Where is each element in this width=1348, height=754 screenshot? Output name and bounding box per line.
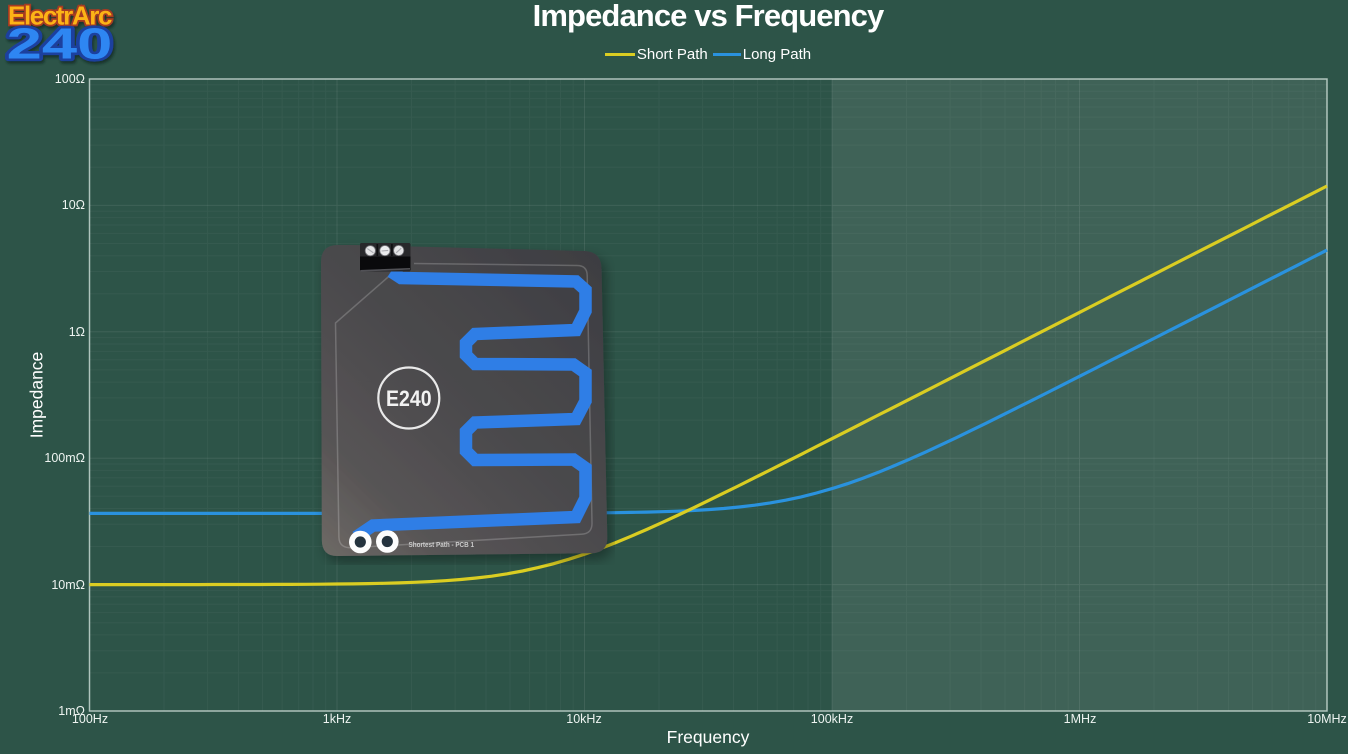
svg-text:Shortest Path - PCB 1: Shortest Path - PCB 1	[409, 542, 475, 549]
svg-text:ElectrArc: ElectrArc	[8, 1, 112, 31]
svg-text:E240: E240	[386, 386, 432, 411]
svg-text:240: 240	[7, 19, 113, 68]
